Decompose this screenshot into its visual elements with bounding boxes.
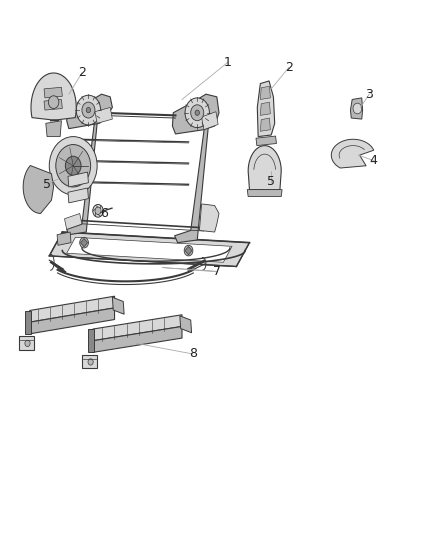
Text: 2: 2 <box>285 61 293 74</box>
Polygon shape <box>175 122 208 243</box>
Text: 6: 6 <box>100 207 108 220</box>
Polygon shape <box>257 81 275 136</box>
Polygon shape <box>31 73 76 120</box>
Text: 5: 5 <box>267 175 275 188</box>
Text: 8: 8 <box>189 348 197 360</box>
Circle shape <box>184 245 193 256</box>
Polygon shape <box>68 188 88 203</box>
Circle shape <box>88 359 93 365</box>
Text: 4: 4 <box>370 154 378 167</box>
Polygon shape <box>247 190 282 197</box>
Polygon shape <box>30 308 115 334</box>
Polygon shape <box>67 237 232 262</box>
Circle shape <box>49 136 97 195</box>
Polygon shape <box>93 326 182 352</box>
Polygon shape <box>256 136 276 146</box>
Polygon shape <box>199 204 219 232</box>
Polygon shape <box>25 311 31 334</box>
Circle shape <box>195 110 199 115</box>
Text: 1: 1 <box>224 56 232 69</box>
Polygon shape <box>350 98 363 119</box>
Polygon shape <box>180 316 191 333</box>
Polygon shape <box>82 355 97 368</box>
Polygon shape <box>67 118 97 235</box>
Polygon shape <box>49 232 250 266</box>
Polygon shape <box>23 166 53 214</box>
Polygon shape <box>64 214 82 229</box>
Polygon shape <box>260 118 270 131</box>
Circle shape <box>56 144 91 187</box>
Polygon shape <box>57 232 71 245</box>
Polygon shape <box>331 139 374 168</box>
Polygon shape <box>93 315 182 341</box>
Circle shape <box>48 96 59 109</box>
Polygon shape <box>185 246 192 255</box>
Polygon shape <box>81 238 88 247</box>
Polygon shape <box>68 172 88 187</box>
Circle shape <box>93 205 103 217</box>
Polygon shape <box>19 336 34 350</box>
Polygon shape <box>46 120 61 136</box>
Polygon shape <box>44 100 62 110</box>
Circle shape <box>95 207 101 215</box>
Polygon shape <box>260 102 270 115</box>
Polygon shape <box>30 296 115 322</box>
Text: 7: 7 <box>213 265 221 278</box>
Circle shape <box>185 98 209 127</box>
Polygon shape <box>95 108 113 123</box>
Polygon shape <box>67 94 113 128</box>
Circle shape <box>80 237 88 248</box>
Circle shape <box>76 95 101 125</box>
Polygon shape <box>113 297 124 314</box>
Polygon shape <box>173 94 219 134</box>
Text: 5: 5 <box>43 178 51 191</box>
Polygon shape <box>260 86 270 100</box>
Circle shape <box>191 105 204 120</box>
Polygon shape <box>44 87 62 98</box>
Circle shape <box>25 340 30 346</box>
Circle shape <box>86 108 91 113</box>
Circle shape <box>82 102 95 118</box>
Circle shape <box>65 156 81 175</box>
Circle shape <box>353 103 362 114</box>
Polygon shape <box>201 112 218 130</box>
Polygon shape <box>248 146 281 190</box>
Text: 2: 2 <box>78 67 86 79</box>
Text: 3: 3 <box>365 87 373 101</box>
Polygon shape <box>88 329 94 352</box>
